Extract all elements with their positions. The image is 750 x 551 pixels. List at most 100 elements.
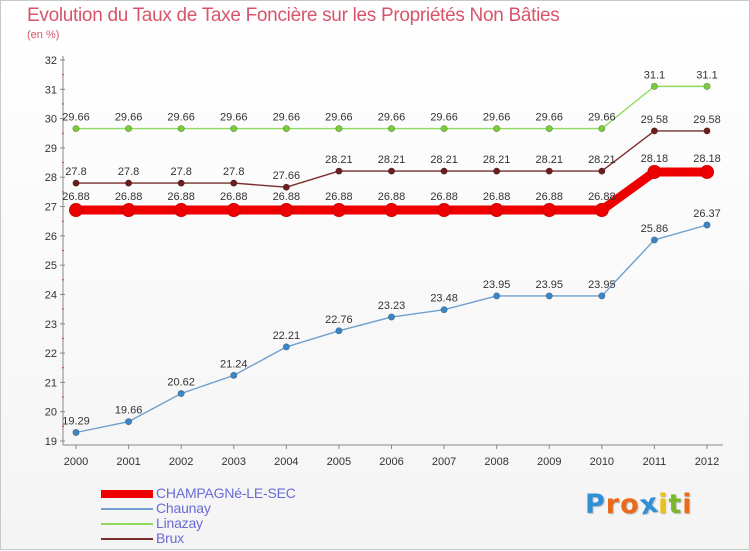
data-point bbox=[650, 127, 658, 135]
axes: 19 20 21 22 23 24 25 26 27 28 29 30 31 32 2000 2001 2002… bbox=[45, 55, 723, 468]
y-tick-label: 26 bbox=[45, 231, 57, 243]
series-linazay bbox=[72, 82, 711, 133]
data-label: 27.8 bbox=[118, 166, 139, 178]
data-label: 26.88 bbox=[588, 191, 616, 203]
data-point bbox=[594, 203, 609, 218]
x-tick-label: 2012 bbox=[695, 456, 719, 468]
data-label: 23.23 bbox=[378, 300, 406, 312]
data-label: 27.8 bbox=[223, 166, 244, 178]
legend-label: Linazay bbox=[156, 515, 203, 531]
legend-swatch bbox=[101, 538, 153, 540]
data-point bbox=[489, 203, 504, 218]
data-label: 27.66 bbox=[273, 170, 301, 182]
series-champagn-le-sec bbox=[69, 164, 714, 218]
data-point bbox=[437, 203, 452, 218]
series-line bbox=[75, 224, 708, 434]
data-label: 28.18 bbox=[641, 153, 669, 165]
data-label: 28.21 bbox=[430, 154, 458, 166]
data-point bbox=[545, 292, 553, 300]
data-point bbox=[230, 179, 238, 187]
y-tick-label: 19 bbox=[45, 436, 57, 448]
data-label: 26.88 bbox=[167, 191, 195, 203]
data-point bbox=[72, 429, 80, 437]
data-label: 26.88 bbox=[220, 191, 248, 203]
data-point bbox=[177, 390, 185, 398]
data-label: 26.88 bbox=[483, 191, 511, 203]
data-label: 26.88 bbox=[273, 191, 301, 203]
data-point bbox=[331, 203, 346, 218]
data-point bbox=[440, 167, 448, 175]
data-point bbox=[650, 82, 658, 90]
data-point bbox=[493, 125, 501, 133]
data-label: 20.62 bbox=[167, 377, 195, 389]
data-point bbox=[598, 167, 606, 175]
legend-swatch bbox=[101, 523, 153, 525]
data-label: 27.8 bbox=[65, 166, 86, 178]
x-tick-label: 2000 bbox=[64, 456, 88, 468]
x-tick-label: 2005 bbox=[327, 456, 351, 468]
data-point bbox=[703, 221, 711, 229]
data-label: 28.21 bbox=[378, 154, 406, 166]
y-tick-label: 28 bbox=[45, 172, 57, 184]
x-tick-label: 2002 bbox=[169, 456, 193, 468]
data-label: 29.66 bbox=[588, 112, 616, 124]
data-point bbox=[282, 125, 290, 133]
data-point bbox=[177, 125, 185, 133]
data-point bbox=[387, 313, 395, 321]
data-label: 29.66 bbox=[483, 112, 511, 124]
chart-title: Evolution du Taux de Taxe Foncière sur l… bbox=[27, 5, 560, 26]
y-tick-label: 30 bbox=[45, 114, 57, 126]
data-point bbox=[700, 164, 714, 179]
data-label: 29.66 bbox=[535, 112, 563, 124]
data-point bbox=[72, 179, 80, 187]
data-label: 28.18 bbox=[693, 153, 721, 165]
y-tick-label: 29 bbox=[45, 143, 57, 155]
data-point bbox=[440, 125, 448, 133]
x-tick-label: 2003 bbox=[222, 456, 246, 468]
data-label: 29.66 bbox=[325, 112, 353, 124]
data-point bbox=[125, 125, 133, 133]
series-chaunay bbox=[72, 221, 711, 437]
data-label: 22.21 bbox=[273, 330, 301, 342]
data-label: 31.1 bbox=[644, 69, 665, 81]
data-label: 26.88 bbox=[325, 191, 353, 203]
data-label: 27.8 bbox=[170, 166, 191, 178]
data-label: 26.88 bbox=[430, 191, 458, 203]
data-point bbox=[282, 183, 290, 191]
data-label: 23.95 bbox=[588, 279, 616, 291]
data-label: 22.76 bbox=[325, 314, 353, 326]
series-layer bbox=[69, 82, 714, 437]
legend-label: Brux bbox=[156, 530, 184, 546]
data-point bbox=[647, 164, 662, 179]
data-point bbox=[230, 125, 238, 133]
data-label: 19.29 bbox=[62, 416, 90, 428]
data-point bbox=[174, 203, 189, 218]
data-label: 29.66 bbox=[115, 112, 143, 124]
data-point bbox=[545, 167, 553, 175]
data-point bbox=[545, 125, 553, 133]
data-label: 28.21 bbox=[588, 154, 616, 166]
data-label: 23.95 bbox=[535, 279, 563, 291]
y-tick-label: 27 bbox=[45, 202, 57, 214]
x-tick-label: 2004 bbox=[274, 456, 298, 468]
data-label: 28.21 bbox=[535, 154, 563, 166]
data-label: 23.95 bbox=[483, 279, 511, 291]
data-point bbox=[282, 343, 290, 351]
data-label: 29.58 bbox=[641, 114, 669, 126]
x-tick-label: 2011 bbox=[643, 456, 667, 468]
data-point bbox=[384, 203, 399, 218]
data-point bbox=[703, 82, 711, 90]
data-point bbox=[493, 167, 501, 175]
y-tick-label: 31 bbox=[45, 84, 57, 96]
data-label: 19.66 bbox=[115, 405, 143, 417]
data-point bbox=[387, 167, 395, 175]
x-tick-label: 2007 bbox=[432, 456, 456, 468]
data-point bbox=[598, 292, 606, 300]
y-tick-label: 23 bbox=[45, 319, 57, 331]
data-point bbox=[125, 418, 133, 426]
data-label: 29.66 bbox=[430, 112, 458, 124]
proxiti-logo: Proxiti bbox=[585, 487, 693, 522]
y-tick-label: 22 bbox=[45, 348, 57, 360]
